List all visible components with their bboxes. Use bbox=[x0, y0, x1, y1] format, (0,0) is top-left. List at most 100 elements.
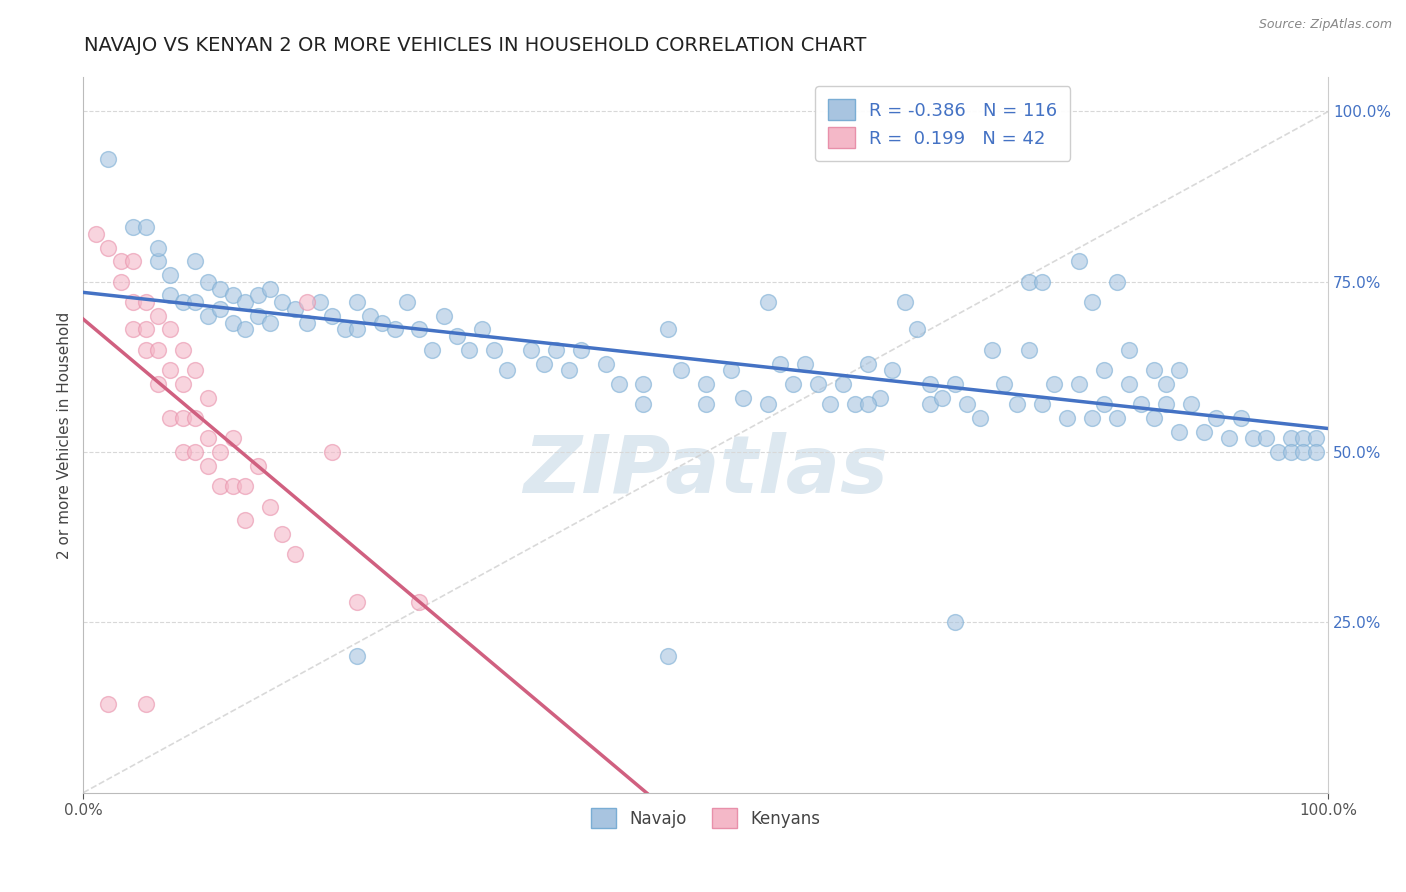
Point bbox=[172, 343, 194, 357]
Point bbox=[1069, 254, 1091, 268]
Point bbox=[371, 316, 394, 330]
Point bbox=[1143, 363, 1166, 377]
Point bbox=[308, 295, 330, 310]
Point bbox=[894, 295, 917, 310]
Point bbox=[1130, 397, 1153, 411]
Point bbox=[1105, 275, 1128, 289]
Point bbox=[159, 411, 181, 425]
Point bbox=[271, 295, 294, 310]
Point bbox=[408, 595, 430, 609]
Point bbox=[159, 322, 181, 336]
Point bbox=[956, 397, 979, 411]
Point bbox=[146, 241, 169, 255]
Point bbox=[297, 295, 319, 310]
Point bbox=[197, 309, 219, 323]
Point bbox=[146, 376, 169, 391]
Point bbox=[569, 343, 592, 357]
Point bbox=[233, 295, 256, 310]
Point bbox=[197, 458, 219, 473]
Point bbox=[172, 295, 194, 310]
Point bbox=[1043, 376, 1066, 391]
Y-axis label: 2 or more Vehicles in Household: 2 or more Vehicles in Household bbox=[58, 311, 72, 558]
Point bbox=[993, 376, 1015, 391]
Point bbox=[1118, 376, 1140, 391]
Point bbox=[695, 376, 717, 391]
Point bbox=[233, 479, 256, 493]
Point bbox=[197, 432, 219, 446]
Point bbox=[221, 288, 243, 302]
Point bbox=[346, 322, 368, 336]
Point bbox=[1080, 295, 1102, 310]
Point bbox=[1192, 425, 1215, 439]
Point bbox=[695, 397, 717, 411]
Point bbox=[1118, 343, 1140, 357]
Text: ZIPatlas: ZIPatlas bbox=[523, 432, 889, 510]
Point bbox=[122, 322, 145, 336]
Point bbox=[184, 411, 207, 425]
Point bbox=[346, 295, 368, 310]
Point bbox=[122, 254, 145, 268]
Point bbox=[831, 376, 853, 391]
Point bbox=[146, 309, 169, 323]
Point bbox=[905, 322, 928, 336]
Point bbox=[146, 343, 169, 357]
Point bbox=[546, 343, 568, 357]
Point bbox=[420, 343, 443, 357]
Point bbox=[184, 363, 207, 377]
Point bbox=[731, 391, 754, 405]
Point bbox=[433, 309, 456, 323]
Point bbox=[221, 432, 243, 446]
Point bbox=[259, 316, 281, 330]
Point bbox=[1267, 445, 1289, 459]
Point bbox=[321, 445, 343, 459]
Text: Source: ZipAtlas.com: Source: ZipAtlas.com bbox=[1258, 18, 1392, 31]
Legend: Navajo, Kenyans: Navajo, Kenyans bbox=[585, 802, 827, 834]
Point bbox=[184, 254, 207, 268]
Point bbox=[1167, 363, 1189, 377]
Point bbox=[135, 322, 157, 336]
Point bbox=[135, 343, 157, 357]
Point bbox=[197, 391, 219, 405]
Point bbox=[794, 357, 817, 371]
Point bbox=[1069, 376, 1091, 391]
Point bbox=[84, 227, 107, 241]
Point bbox=[471, 322, 494, 336]
Point bbox=[221, 316, 243, 330]
Point bbox=[209, 479, 232, 493]
Point bbox=[184, 445, 207, 459]
Point bbox=[184, 295, 207, 310]
Point bbox=[595, 357, 617, 371]
Point bbox=[135, 220, 157, 235]
Point bbox=[633, 376, 655, 391]
Point bbox=[458, 343, 481, 357]
Point bbox=[607, 376, 630, 391]
Point bbox=[1230, 411, 1253, 425]
Point bbox=[159, 268, 181, 282]
Point bbox=[110, 275, 132, 289]
Point bbox=[882, 363, 904, 377]
Point bbox=[1005, 397, 1028, 411]
Point bbox=[284, 301, 307, 316]
Point bbox=[918, 376, 941, 391]
Point bbox=[233, 513, 256, 527]
Point bbox=[297, 316, 319, 330]
Point bbox=[657, 322, 679, 336]
Point bbox=[395, 295, 418, 310]
Point bbox=[246, 288, 269, 302]
Point bbox=[869, 391, 891, 405]
Point bbox=[1241, 432, 1264, 446]
Point bbox=[1156, 376, 1178, 391]
Point bbox=[981, 343, 1004, 357]
Point bbox=[122, 220, 145, 235]
Point bbox=[1031, 397, 1053, 411]
Point bbox=[359, 309, 381, 323]
Point bbox=[558, 363, 581, 377]
Point bbox=[856, 357, 879, 371]
Point bbox=[1279, 432, 1302, 446]
Point bbox=[271, 526, 294, 541]
Point bbox=[844, 397, 866, 411]
Text: NAVAJO VS KENYAN 2 OR MORE VEHICLES IN HOUSEHOLD CORRELATION CHART: NAVAJO VS KENYAN 2 OR MORE VEHICLES IN H… bbox=[84, 36, 866, 54]
Point bbox=[1292, 432, 1315, 446]
Point bbox=[209, 445, 232, 459]
Point bbox=[284, 547, 307, 561]
